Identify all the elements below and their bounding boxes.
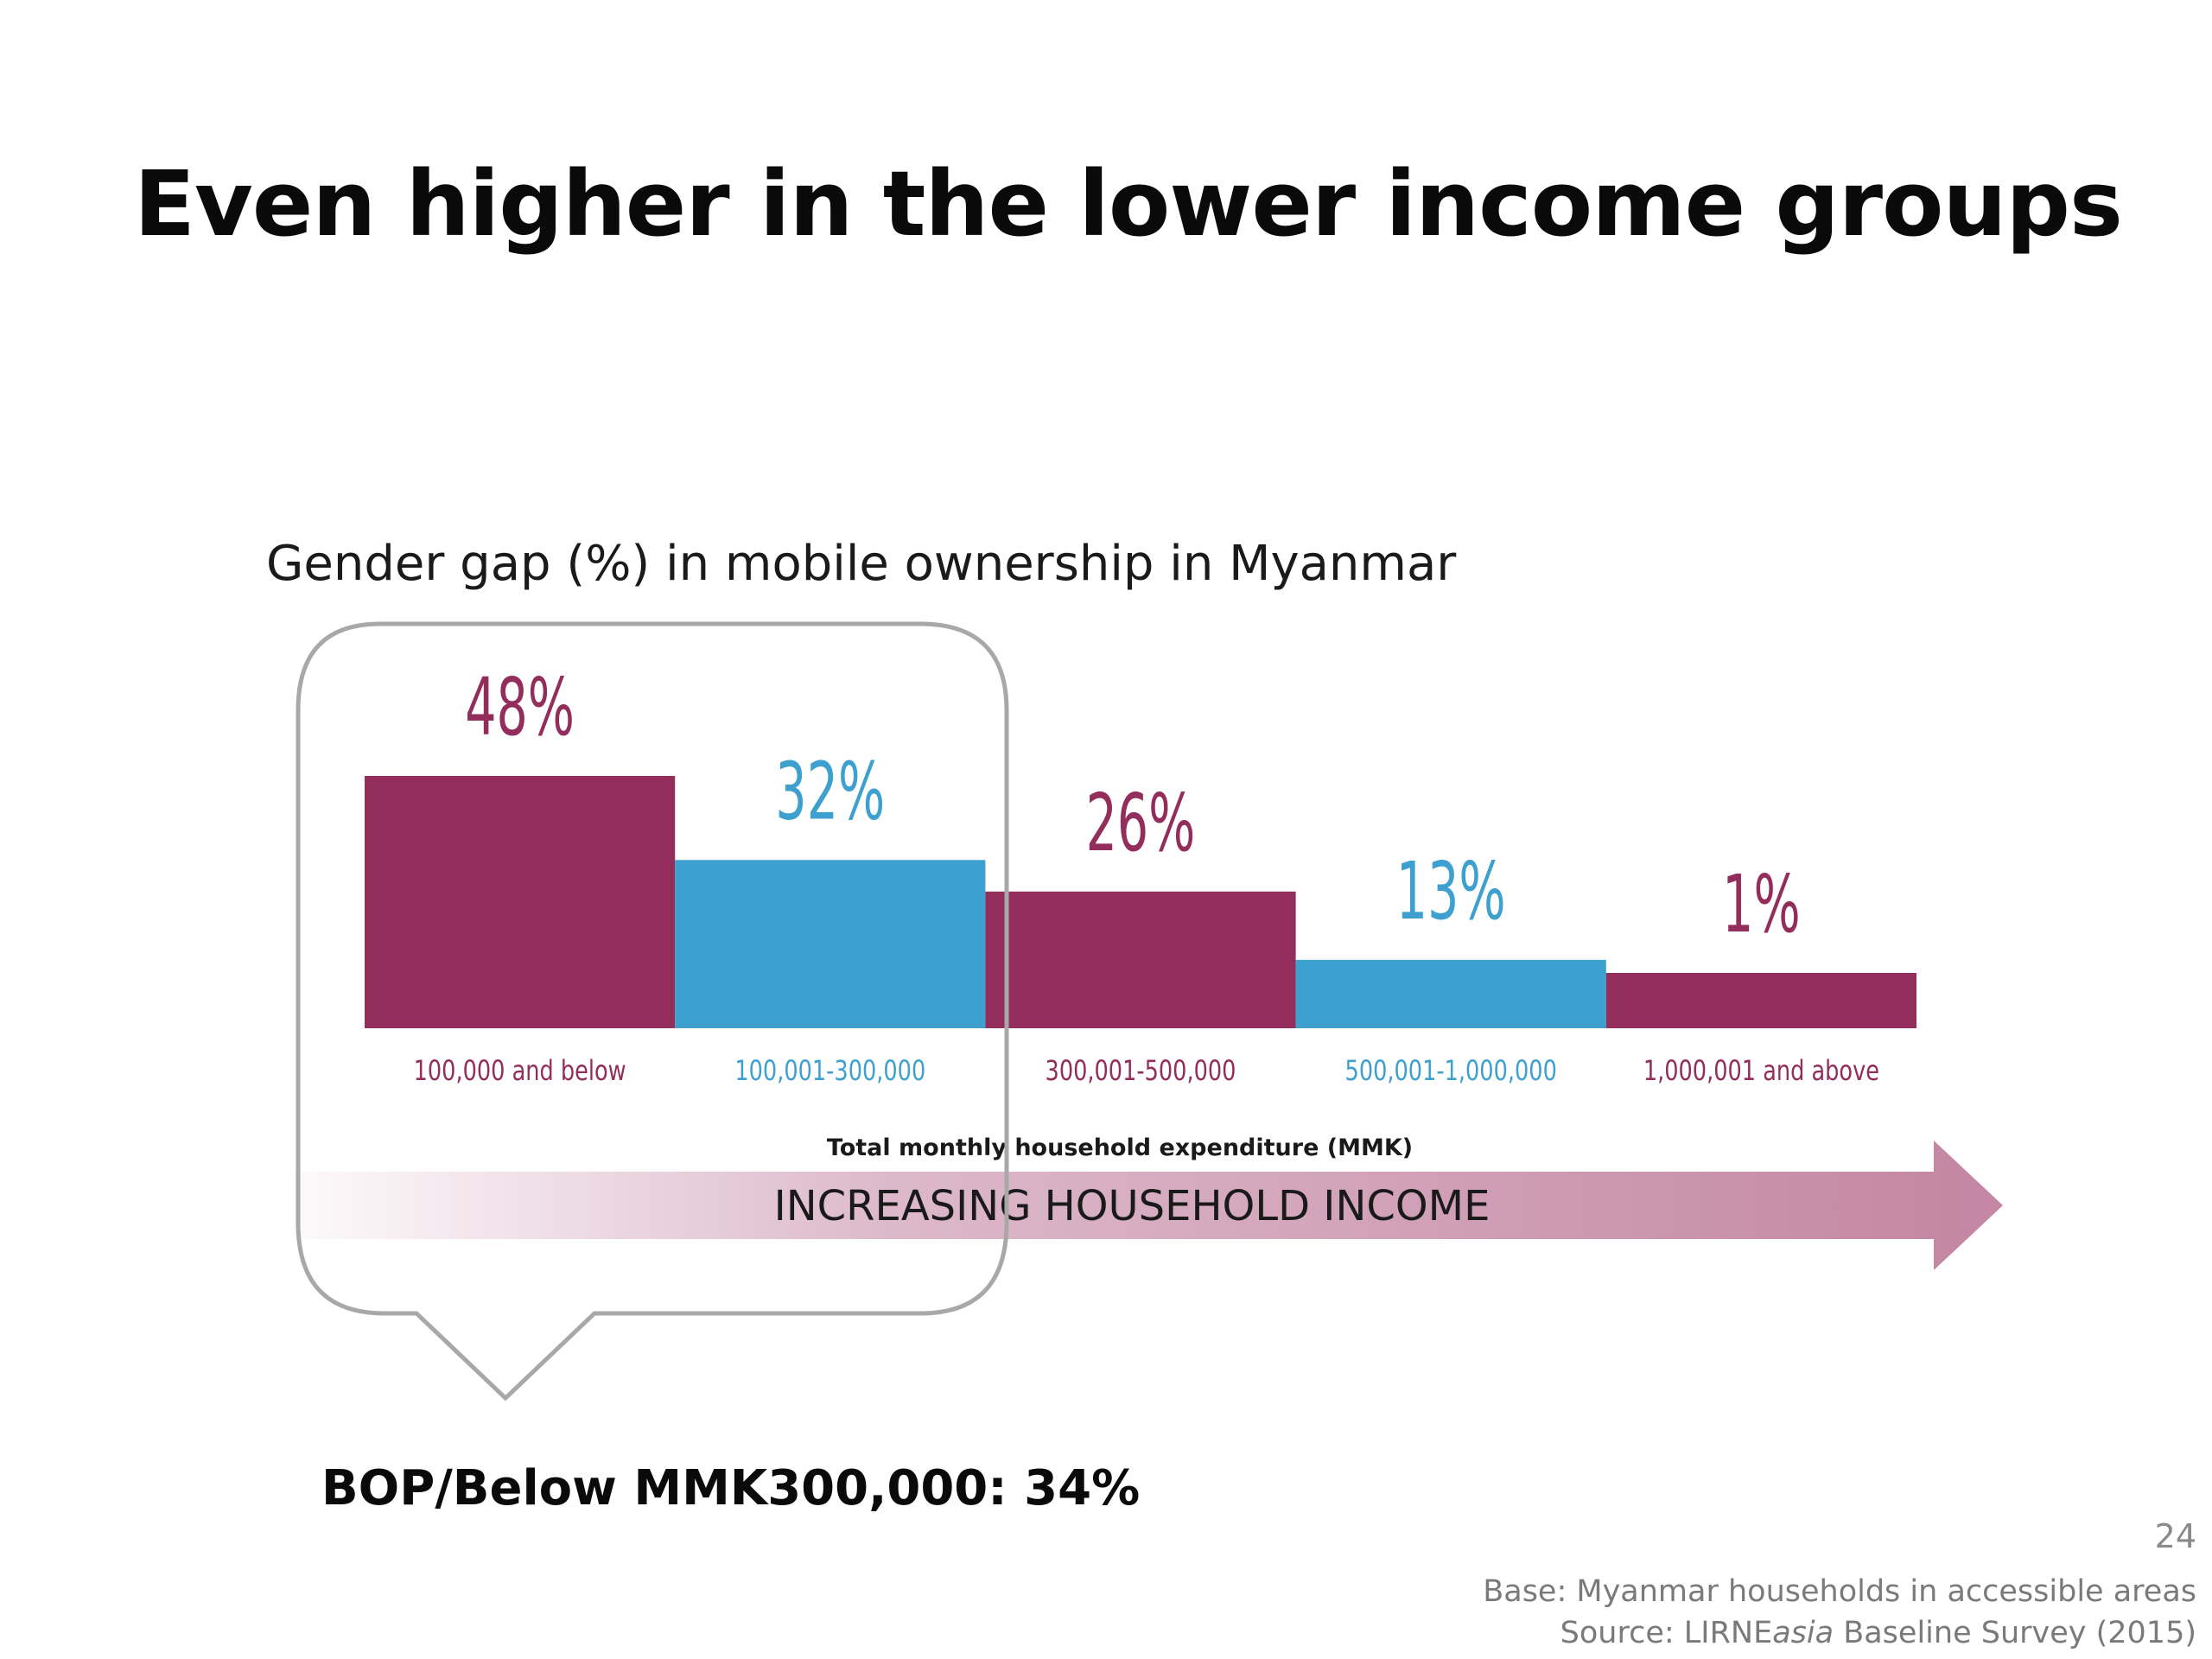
slide-title: Even higher in the lower income groups	[134, 151, 2123, 257]
footnote-source: Source: LIRNEasia Baseline Survey (2015)	[1560, 1616, 2196, 1650]
category-label-500-001-1-000-000: 500,001-1,000,000	[1345, 1054, 1557, 1087]
page-number: 24	[2154, 1517, 2196, 1555]
category-label-100-000-and-below: 100,000 and below	[414, 1054, 626, 1087]
bar-100-001-300-000	[675, 860, 986, 1028]
bar-500-001-1-000-000	[1295, 959, 1606, 1028]
income-arrow-label: INCREASING HOUSEHOLD INCOME	[774, 1182, 1491, 1230]
income-arrow	[294, 1141, 2003, 1270]
bop-callout-bubble	[296, 621, 1009, 1402]
footnote-source-prefix: Source: LIRNE	[1560, 1616, 1773, 1650]
chart-title: Gender gap (%) in mobile ownership in My…	[266, 536, 1457, 592]
bop-summary-label: BOP/Below MMK300,000: 34%	[321, 1460, 1141, 1516]
value-label-100-000-and-below: 48%	[465, 662, 575, 754]
value-label-500-001-1-000-000: 13%	[1396, 846, 1506, 938]
footnote-source-italic: asia	[1772, 1616, 1834, 1650]
category-label-300-001-500-000: 300,001-500,000	[1046, 1054, 1236, 1087]
bar-100-000-and-below	[365, 776, 676, 1028]
bar-300-001-500-000	[985, 891, 1296, 1028]
category-labels-layer: 100,000 and below 100,001-300,000 300,001-…	[414, 1054, 1879, 1087]
value-labels-layer: 48% 32% 26% 13% 1%	[465, 662, 1800, 951]
category-label-100-001-300-000: 100,001-300,000	[734, 1054, 925, 1087]
value-label-100-001-300-000: 32%	[775, 746, 885, 838]
bars-layer	[365, 776, 1916, 1028]
bar-1-000-001-and-above	[1605, 973, 1916, 1028]
value-label-300-001-500-000: 26%	[1086, 778, 1196, 870]
footnote-base: Base: Myanmar households in accessible a…	[1483, 1574, 2196, 1609]
x-axis-title: Total monthly household expenditure (MMK…	[827, 1135, 1413, 1161]
category-label-1-000-001-and-above: 1,000,001 and above	[1643, 1054, 1879, 1087]
value-label-1-000-001-and-above: 1%	[1722, 859, 1800, 951]
footnote-source-suffix: Baseline Survey (2015)	[1834, 1616, 2196, 1650]
